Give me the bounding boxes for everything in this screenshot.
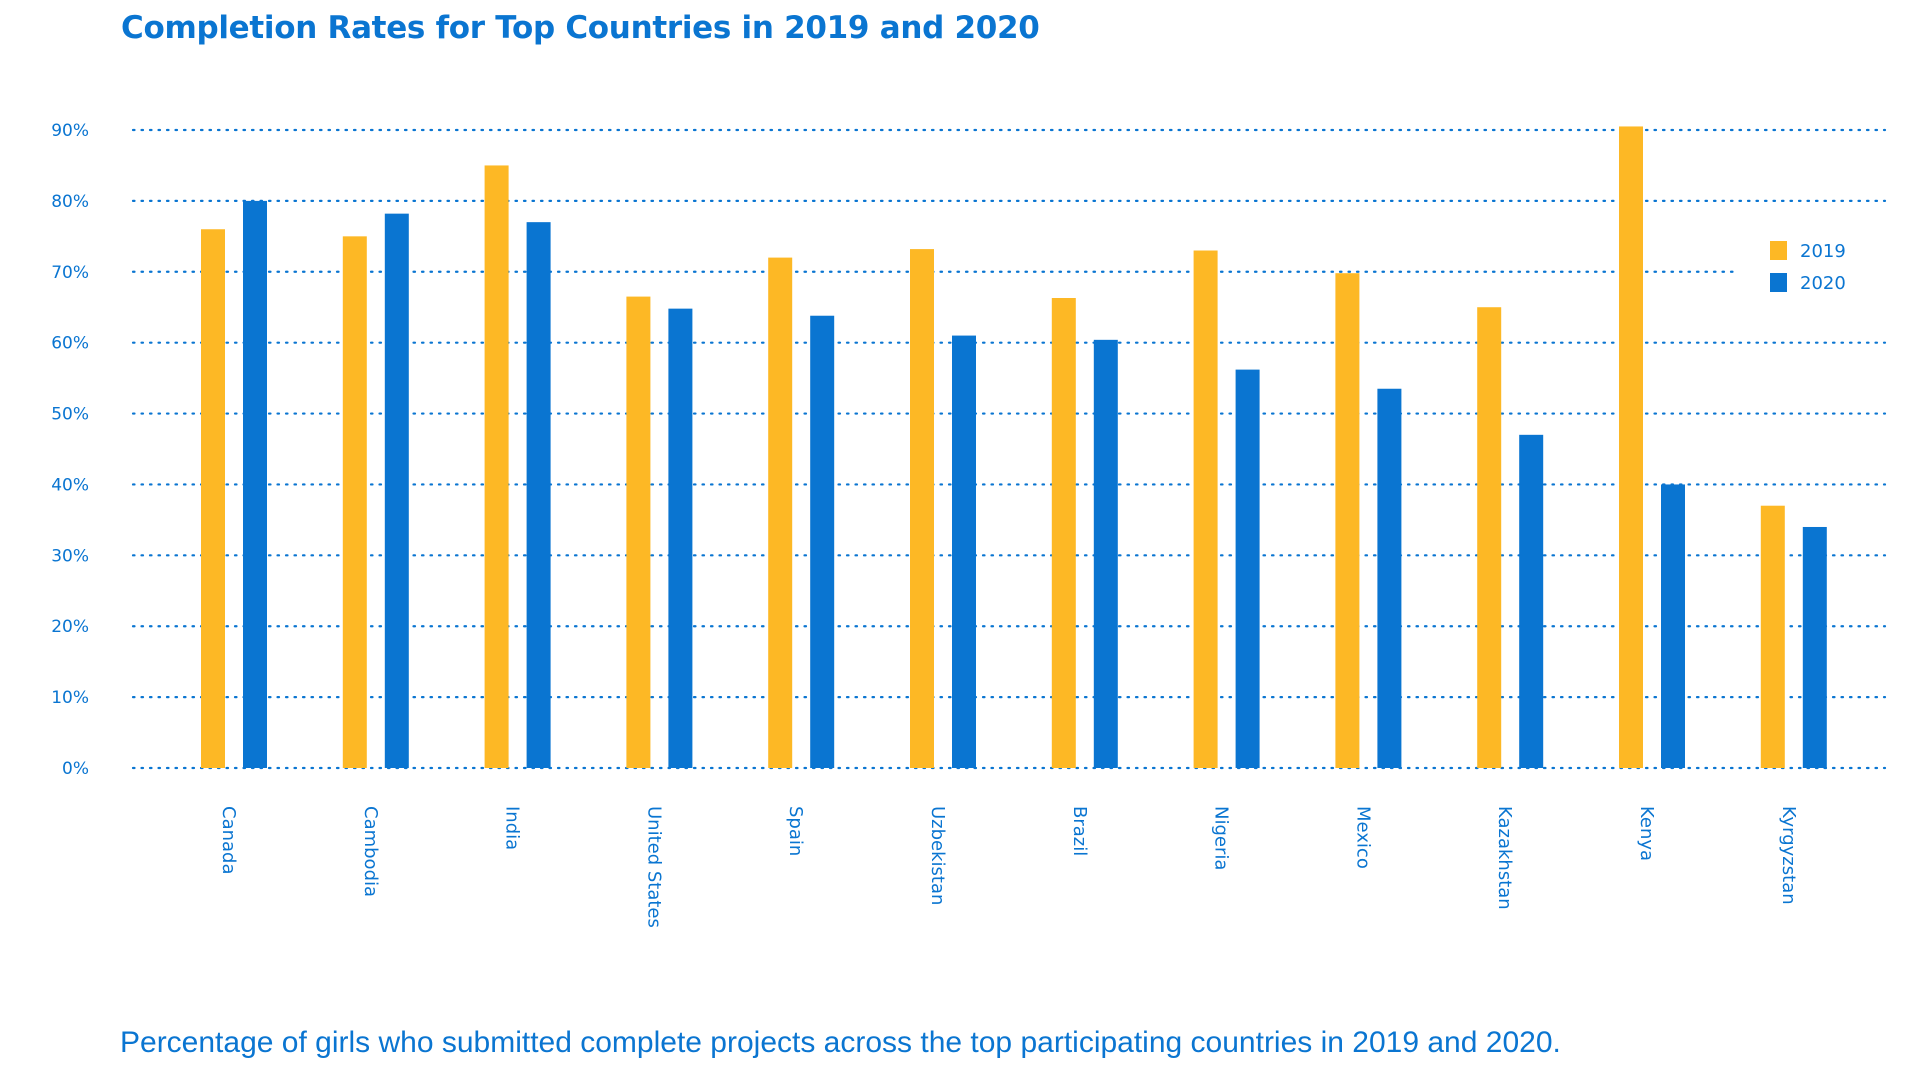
bar-2019-nigeria [1193,250,1218,768]
x-tick-label: Kazakhstan [1494,806,1515,910]
bar-2019-india [484,165,509,768]
y-axis-tick-labels: 0% 10% 20% 30% 40% 50% 60% 70% 80% 90% [51,121,89,779]
x-tick-label: Kenya [1636,806,1657,861]
x-tick-label: Nigeria [1211,806,1232,870]
y-tick-label: 70% [51,263,89,283]
y-tick-label: 20% [51,617,89,637]
bars [201,126,1827,769]
y-tick-label: 90% [51,121,89,141]
bar-2020-india [526,222,551,769]
bar-2019-kyrgyzstan [1760,505,1785,768]
bar-2019-brazil [1051,298,1076,768]
bar-2019-uzbekistan [910,249,934,769]
bar-2020-kenya [1661,484,1685,768]
bar-2019-kenya [1619,126,1643,768]
bar-2020-kazakhstan [1519,434,1544,768]
y-tick-label: 0% [62,759,89,779]
x-tick-label: Mexico [1352,806,1373,869]
legend: 2019 2020 [1770,241,1846,294]
y-tick-label: 40% [51,475,89,495]
x-tick-label: Cambodia [360,806,381,897]
y-tick-label: 50% [51,405,89,425]
x-axis-category-labels: Canada Cambodia India United States Spain Uzb… [218,806,1799,928]
legend-swatch [1770,273,1787,292]
bar-2020-kyrgyzstan [1802,526,1827,768]
x-tick-label: Uzbekistan [927,806,948,905]
x-tick-label: India [502,806,523,850]
chart-caption: Percentage of girls who submitted comple… [120,1026,1561,1059]
bar-2020-spain [810,315,835,768]
bar-2019-canada [201,229,225,768]
bar-2019-kazakhstan [1477,307,1502,768]
y-tick-label: 10% [51,688,89,708]
legend-label: 2019 [1800,241,1846,262]
chart-title: Completion Rates for Top Countries in 20… [121,10,1040,46]
legend-swatch [1770,241,1787,260]
x-tick-label: United States [643,806,664,928]
x-tick-label: Canada [218,806,239,875]
x-tick-label: Kyrgyzstan [1778,806,1799,905]
legend-label: 2020 [1800,273,1846,294]
bar-2020-canada [243,200,267,768]
bar-2019-mexico [1335,273,1360,768]
x-tick-label: Spain [785,806,806,856]
bar-2019-united-states [626,296,651,768]
y-tick-label: 30% [51,546,89,566]
bar-2020-united-states [668,308,693,768]
bar-2020-uzbekistan [952,335,976,768]
bar-2019-spain [768,257,793,768]
y-tick-label: 80% [51,192,89,212]
x-tick-label: Brazil [1069,806,1090,856]
bar-2020-nigeria [1235,369,1260,768]
bar-2020-mexico [1377,388,1402,768]
y-tick-label: 60% [51,334,89,354]
bar-2020-cambodia [384,213,409,768]
bar-2020-brazil [1093,339,1118,768]
bar-2019-cambodia [342,236,367,769]
